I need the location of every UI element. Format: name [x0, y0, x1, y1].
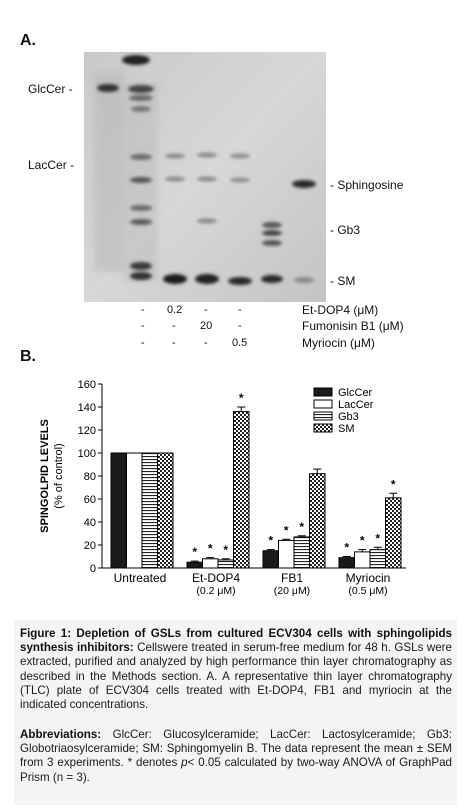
y-axis-title-group: SPINGOLPID LEVELS (% of control): [39, 419, 65, 533]
x-tick-label: FB1: [281, 571, 303, 585]
y-axis-subtitle: (% of control): [53, 443, 65, 508]
significance-marker: *: [284, 523, 289, 537]
label-sm-right: - SM: [330, 274, 356, 288]
condition-cell: -: [204, 337, 208, 349]
x-tick-sublabel: (0.5 μM): [348, 585, 387, 597]
abbreviations-heading: Abbreviations:: [20, 728, 102, 741]
legend-label-glccer: GlcCer: [338, 387, 373, 399]
condition-cell: -: [204, 304, 208, 316]
significance-marker: *: [208, 542, 213, 556]
x-tick-sublabel: (0.2 μM): [196, 585, 235, 597]
chart-bars: * * * * * * * * * * *: [110, 391, 402, 569]
significance-marker: *: [192, 545, 197, 559]
condition-cell: 0.2: [167, 304, 183, 316]
legend-label-gb3: Gb3: [338, 411, 359, 423]
condition-cell: -: [238, 304, 242, 316]
bar-sm: [385, 497, 402, 569]
x-tick-label: Et-DOP4: [192, 571, 240, 585]
x-tick-label: Untreated: [114, 571, 167, 585]
legend-swatch-laccer: [313, 399, 333, 409]
label-sphingosine-right: - Sphingosine: [330, 178, 404, 192]
y-tick-label: 140: [78, 402, 96, 414]
bar-glccer: [186, 561, 203, 569]
legend-label-laccer: LacCer: [338, 399, 374, 411]
caption-background: [14, 620, 457, 805]
significance-marker: *: [344, 541, 349, 555]
bar-glccer: [110, 452, 127, 569]
bar-sm: [157, 452, 174, 569]
y-tick-label: 160: [78, 379, 96, 391]
condition-label: Myriocin (μM): [302, 336, 375, 350]
bar-laccer: [202, 558, 219, 569]
bar-sm: [233, 411, 250, 569]
bar-gb3: [217, 559, 234, 569]
condition-cell: -: [141, 320, 145, 332]
significance-marker: *: [375, 531, 380, 545]
condition-cell: -: [141, 337, 145, 349]
figure-title: Figure 1: Depletion of GSLs from culture…: [20, 627, 452, 655]
bar-glccer: [262, 550, 279, 569]
y-tick-label: 60: [84, 494, 96, 506]
bar-gb3: [369, 549, 386, 569]
panel-a-letter: A.: [20, 32, 36, 49]
significance-marker: *: [268, 534, 273, 548]
bar-chart: SPINGOLPID LEVELS (% of control) 0 20 40 60…: [39, 379, 406, 597]
significance-marker: *: [299, 520, 304, 534]
y-tick-label: 100: [78, 448, 96, 460]
condition-cell: -: [141, 304, 145, 316]
label-gb3-right: - Gb3: [330, 223, 361, 237]
label-laccer-left: LacCer -: [28, 158, 75, 172]
condition-label: Et-DOP4 (μM): [302, 303, 379, 317]
legend-swatch-sm: [313, 423, 333, 433]
condition-cell: -: [238, 320, 242, 332]
y-tick-label: 120: [78, 425, 96, 437]
y-tick-label: 80: [84, 471, 96, 483]
condition-cell: -: [172, 320, 176, 332]
label-glccer-left: GlcCer -: [28, 82, 73, 96]
significance-marker: *: [391, 477, 396, 491]
significance-marker: *: [223, 543, 228, 557]
x-tick-sublabel: (20 μM): [274, 585, 310, 597]
bar-gb3: [141, 452, 158, 569]
x-tick-label: Myriocin: [346, 571, 391, 585]
y-tick-label: 0: [90, 563, 96, 575]
y-axis-title: SPINGOLPID LEVELS: [39, 419, 51, 533]
figure-caption: Figure 1: Depletion of GSLs from culture…: [20, 627, 452, 712]
significance-marker: *: [360, 534, 365, 548]
bar-laccer: [278, 539, 295, 569]
legend-label-sm: SM: [338, 423, 355, 435]
abbreviations-text-1: GlcCer: Glucosylceramide; LacCer: Lactos…: [20, 728, 452, 770]
legend-swatch-gb3: [313, 411, 333, 421]
bar-sm: [309, 473, 326, 569]
significance-marker: *: [239, 391, 244, 405]
bar-laccer: [126, 452, 143, 569]
condition-label: Fumonisin B1 (μM): [302, 319, 404, 333]
y-tick-label: 20: [84, 540, 96, 552]
condition-cell: -: [172, 337, 176, 349]
bar-glccer: [338, 557, 355, 569]
condition-cell: 0.5: [232, 337, 248, 349]
abbreviations-text-2: < 0.05 calculated by two-way ANOVA of Gr…: [20, 756, 452, 784]
figure-caption-body: Cellswere treated in serum-free medium f…: [20, 641, 452, 712]
abbreviations: Abbreviations: GlcCer: Glucosylceramide;…: [20, 728, 452, 785]
condition-cell: 20: [200, 320, 213, 332]
bar-gb3: [293, 536, 310, 569]
legend-swatch-glccer: [313, 387, 333, 397]
panel-b-letter: B.: [20, 348, 36, 365]
abbreviations-p: p: [181, 756, 188, 770]
y-tick-label: 40: [84, 517, 96, 529]
bar-laccer: [354, 551, 371, 569]
tlc-plate-image: [84, 52, 326, 302]
